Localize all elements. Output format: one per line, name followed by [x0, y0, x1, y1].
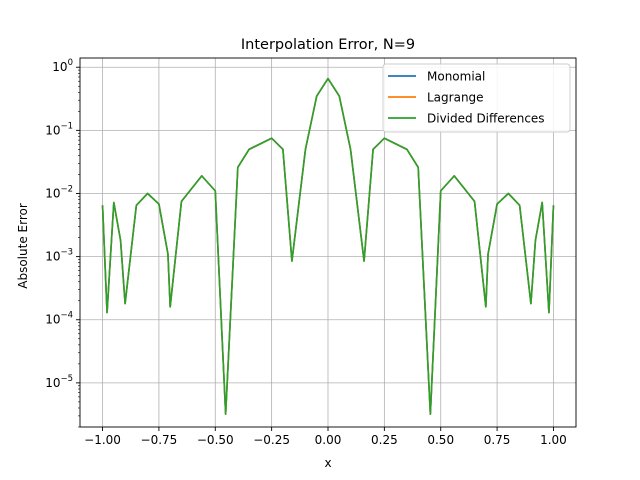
x-tick-label: 0.00 — [315, 433, 342, 447]
x-tick-label: −0.50 — [197, 433, 234, 447]
legend-label: Divided Differences — [427, 112, 545, 126]
x-tick-label: 0.50 — [427, 433, 454, 447]
x-tick-label: 0.75 — [484, 433, 511, 447]
y-tick-label: 100 — [52, 58, 73, 74]
series-line-divided-differences — [101, 77, 555, 415]
x-axis-label: x — [324, 456, 331, 470]
x-tick-label: 1.00 — [540, 433, 567, 447]
y-axis-label: Absolute Error — [16, 203, 30, 289]
legend-label: Lagrange — [427, 91, 484, 105]
y-tick-label: 10−2 — [45, 184, 73, 200]
x-tick-label: 0.25 — [371, 433, 398, 447]
y-tick-label: 10−1 — [45, 121, 73, 137]
y-tick-label: 10−5 — [45, 374, 73, 390]
chart-title: Interpolation Error, N=9 — [241, 37, 415, 53]
legend-label: Monomial — [427, 70, 485, 84]
y-tick-label: 10−4 — [45, 311, 73, 327]
x-tick-label: −0.75 — [141, 433, 178, 447]
plot-area: −1.00 −0.75 −0.50 −0.25 0.00 0.25 0.50 0.75 1.00… — [45, 57, 577, 447]
legend-box — [382, 63, 571, 133]
x-tick-label: −1.00 — [84, 433, 121, 447]
legend: Monomial Lagrange Divided Differences — [382, 63, 571, 133]
x-tick-label: −0.25 — [253, 433, 290, 447]
y-tick-label: 10−3 — [45, 248, 73, 264]
